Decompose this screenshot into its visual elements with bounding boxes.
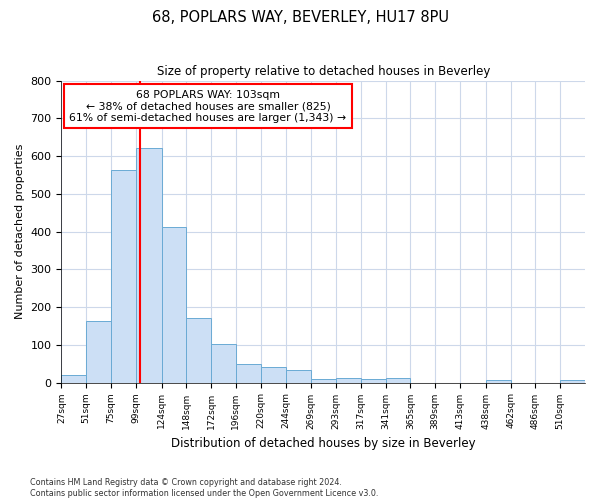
Bar bbox=[86, 321, 111, 382]
Y-axis label: Number of detached properties: Number of detached properties bbox=[15, 144, 25, 320]
Title: Size of property relative to detached houses in Beverley: Size of property relative to detached ho… bbox=[157, 65, 490, 78]
Bar bbox=[386, 378, 410, 382]
Bar bbox=[136, 148, 161, 382]
X-axis label: Distribution of detached houses by size in Beverley: Distribution of detached houses by size … bbox=[171, 437, 476, 450]
Bar bbox=[211, 344, 236, 383]
Bar bbox=[111, 170, 136, 382]
Bar bbox=[61, 375, 86, 382]
Bar bbox=[261, 368, 286, 382]
Bar bbox=[486, 380, 511, 382]
Text: 68, POPLARS WAY, BEVERLEY, HU17 8PU: 68, POPLARS WAY, BEVERLEY, HU17 8PU bbox=[151, 10, 449, 25]
Text: Contains HM Land Registry data © Crown copyright and database right 2024.
Contai: Contains HM Land Registry data © Crown c… bbox=[30, 478, 379, 498]
Text: 68 POPLARS WAY: 103sqm
← 38% of detached houses are smaller (825)
61% of semi-de: 68 POPLARS WAY: 103sqm ← 38% of detached… bbox=[70, 90, 347, 123]
Bar bbox=[236, 364, 261, 382]
Bar bbox=[311, 379, 336, 382]
Bar bbox=[336, 378, 361, 382]
Bar bbox=[560, 380, 585, 382]
Bar bbox=[286, 370, 311, 382]
Bar bbox=[161, 228, 187, 382]
Bar bbox=[187, 318, 211, 382]
Bar bbox=[361, 379, 386, 382]
